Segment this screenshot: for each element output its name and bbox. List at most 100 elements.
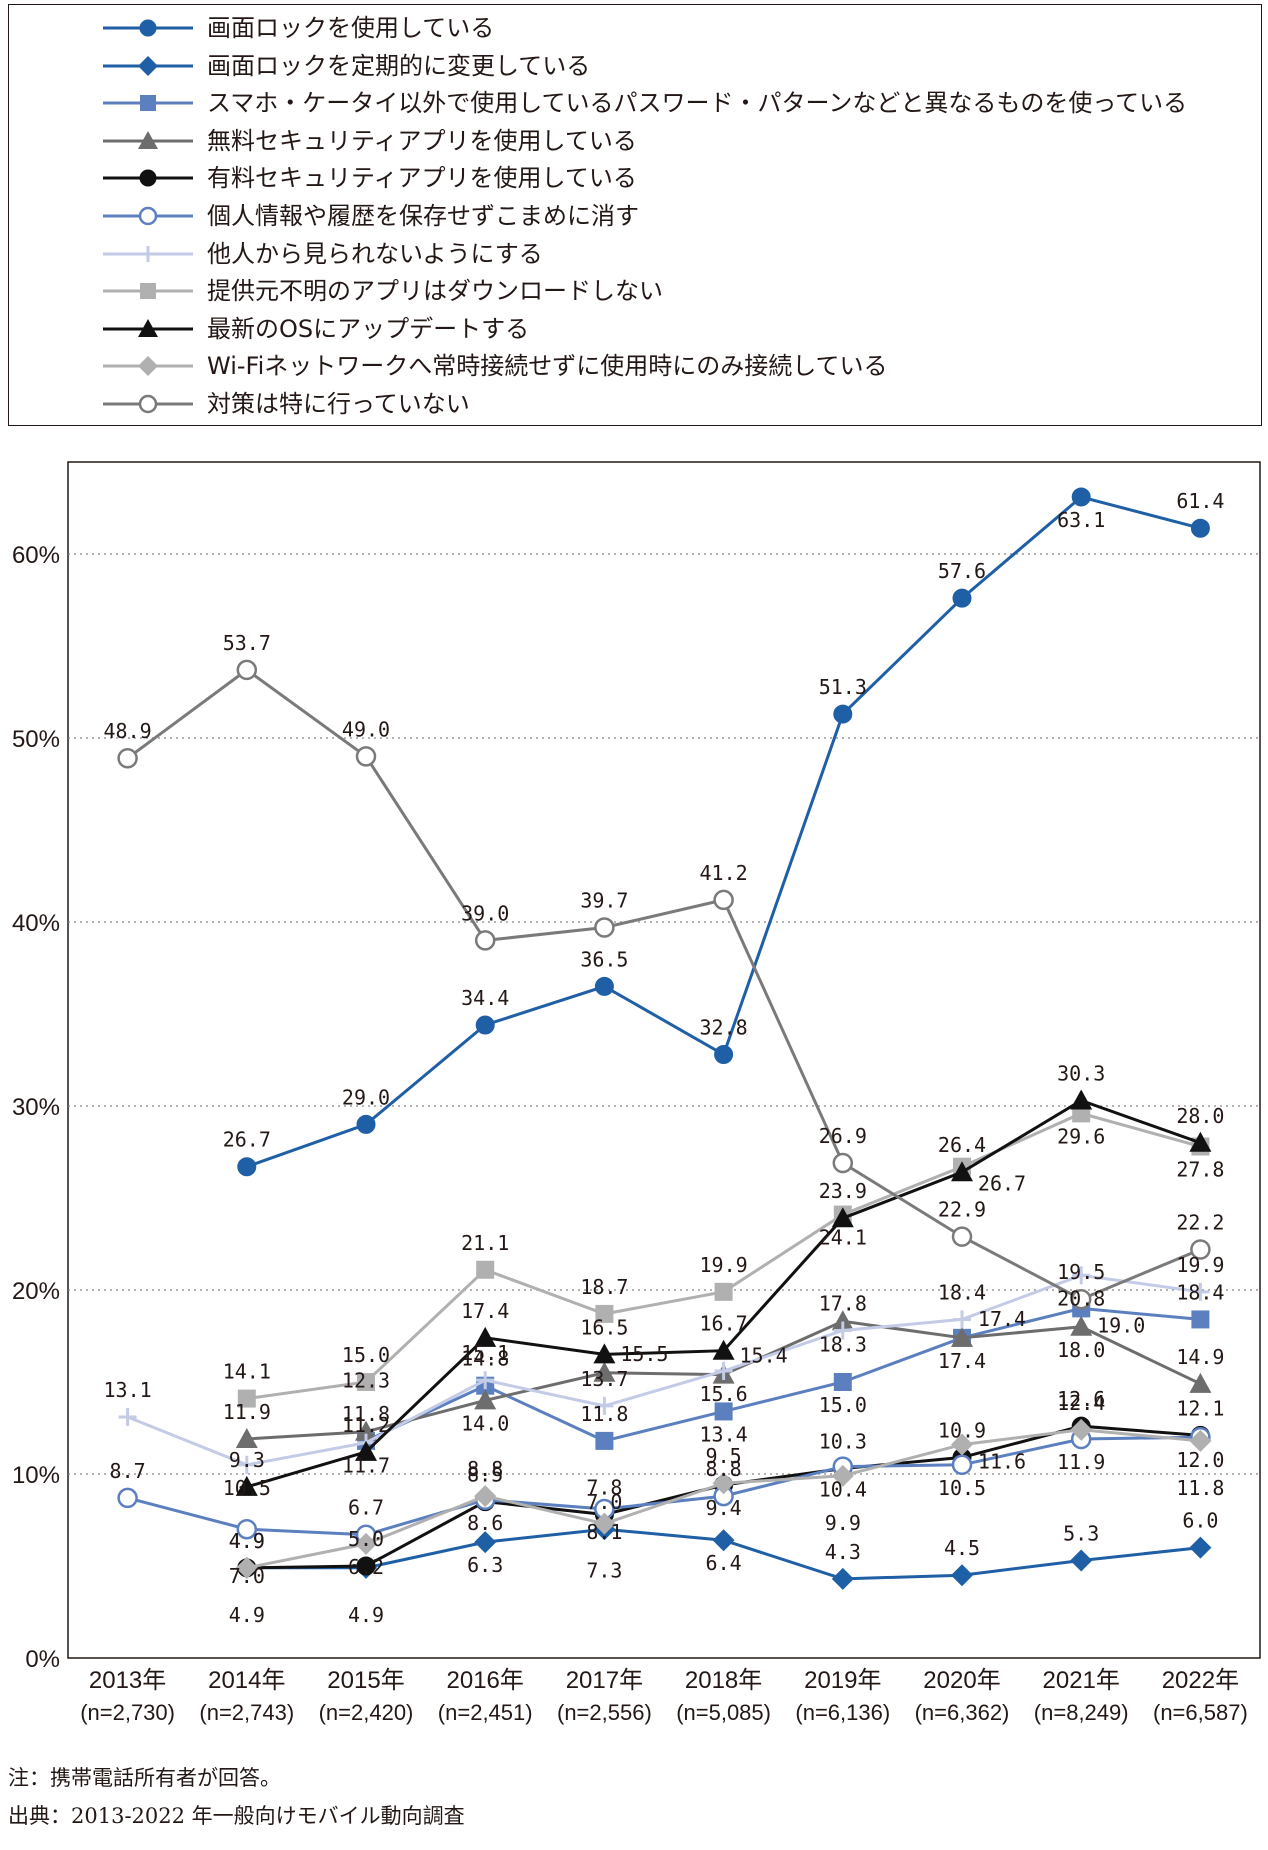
line-chart: 0% 10% 20% 30% 40% 50% 60% 2013年 (n=2,730) 2014年 (… — [12, 461, 1261, 1725]
data-label: 14.9 — [1176, 1345, 1224, 1369]
note-text: 注：携帯電話所有者が回答。 — [8, 1766, 281, 1790]
series-line — [127, 1435, 1201, 1537]
legend: 画面ロックを使用している 画面ロックを定期的に変更している スマホ・ケータイ以外で使… — [8, 4, 1262, 426]
series-group — [235, 1089, 1212, 1496]
data-point — [474, 1531, 497, 1554]
data-label: 6.4 — [706, 1551, 742, 1575]
data-label: 4.9 — [229, 1529, 265, 1553]
data-point — [714, 1361, 733, 1380]
data-point — [712, 1529, 735, 1552]
legend-marker — [139, 169, 157, 187]
data-label: 12.1 — [1176, 1396, 1224, 1420]
data-point — [235, 1428, 258, 1449]
data-point — [593, 1512, 616, 1535]
data-label: 26.7 — [223, 1128, 271, 1152]
data-label: 26.7 — [978, 1172, 1026, 1196]
data-point — [118, 1407, 137, 1426]
data-label: 19.9 — [1176, 1253, 1224, 1277]
data-label: 26.4 — [938, 1133, 986, 1157]
data-label: 23.9 — [819, 1179, 867, 1203]
series-group — [118, 1266, 1210, 1474]
data-label: 11.7 — [342, 1454, 390, 1478]
data-point — [1072, 1266, 1091, 1285]
data-point — [475, 1015, 495, 1035]
x-tick-n-label: (n=6,362) — [915, 1700, 1010, 1725]
data-label: 13.1 — [104, 1378, 152, 1402]
data-label: 29.6 — [1057, 1124, 1105, 1148]
data-label: 8.1 — [586, 1520, 622, 1544]
x-tick-label: 2014年 — [208, 1667, 285, 1694]
data-label: 17.4 — [978, 1307, 1026, 1331]
series-line — [127, 1273, 1201, 1467]
plot-area — [67, 461, 1261, 1659]
data-label: 14.8 — [461, 1347, 509, 1371]
data-label: 8.7 — [110, 1459, 146, 1483]
legend-item: 提供元不明のアプリはダウンロードしない — [9, 272, 1249, 310]
legend-marker — [138, 55, 158, 76]
x-tick-label: 2020年 — [923, 1667, 1000, 1694]
data-label: 15.6 — [700, 1382, 748, 1406]
data-label: 14.0 — [461, 1411, 509, 1435]
legend-label: Wi-Fiネットワークへ常時接続せずに使用時にのみ接続している — [207, 352, 888, 381]
data-label: 7.0 — [586, 1490, 622, 1514]
data-label: 9.5 — [706, 1444, 742, 1468]
data-label: 8.6 — [467, 1511, 503, 1535]
data-label: 11.9 — [1057, 1450, 1105, 1474]
data-point — [593, 1343, 616, 1364]
data-point — [594, 917, 615, 938]
data-point — [951, 1433, 973, 1456]
data-point — [1070, 1288, 1092, 1310]
y-tick-label: 40% — [12, 910, 60, 937]
x-tick-n-label: (n=5,085) — [676, 1700, 771, 1725]
data-point — [236, 659, 258, 681]
legend-swatch — [103, 95, 193, 112]
data-label: 7.0 — [229, 1564, 265, 1588]
x-tick-label: 2017年 — [566, 1667, 643, 1694]
data-point — [952, 588, 972, 608]
legend-label: 個人情報や履歴を保存せずこまめに消す — [207, 202, 639, 230]
data-point — [474, 1389, 497, 1410]
data-point — [951, 1226, 973, 1247]
legend-item: 対策は特に行っていない — [9, 385, 1249, 423]
data-label: 8.8 — [706, 1457, 742, 1481]
data-label: 17.8 — [819, 1291, 867, 1315]
legend-item: 個人情報や履歴を保存せずこまめに消す — [9, 197, 1249, 235]
data-label: 14.1 — [223, 1360, 271, 1384]
data-point — [595, 1304, 614, 1323]
data-point — [1190, 1239, 1211, 1260]
data-point — [951, 1161, 973, 1182]
data-point — [355, 1532, 377, 1555]
data-point — [356, 1114, 376, 1134]
data-point — [1071, 487, 1091, 507]
data-point — [237, 1157, 257, 1177]
legend-item: 画面ロックを定期的に変更している — [9, 47, 1249, 85]
data-label: 18.7 — [580, 1275, 628, 1299]
legend-marker — [140, 283, 156, 300]
data-point — [117, 1487, 138, 1509]
data-point — [355, 1440, 377, 1461]
legend-label: 画面ロックを使用している — [207, 14, 495, 42]
data-point — [594, 976, 614, 996]
legend-item: 有料セキュリティアプリを使用している — [9, 159, 1249, 197]
legend-marker — [140, 245, 156, 262]
y-tick-label: 30% — [12, 1094, 60, 1121]
data-point — [355, 1420, 377, 1441]
data-label: 19.0 — [1097, 1313, 1145, 1337]
data-point — [1189, 1429, 1212, 1452]
data-label: 22.9 — [938, 1198, 986, 1222]
x-tick-n-label: (n=2,556) — [557, 1700, 652, 1725]
x-tick-label: 2022年 — [1162, 1667, 1239, 1694]
data-label: 10.3 — [819, 1429, 867, 1453]
legend-marker — [138, 356, 158, 377]
data-label: 13.7 — [580, 1367, 628, 1391]
data-point — [833, 1373, 852, 1391]
source-text: 出典：2013-2022 年一般向けモバイル動向調査 — [8, 1804, 465, 1828]
data-label: 51.3 — [819, 675, 867, 699]
data-label: 12.0 — [1176, 1448, 1224, 1472]
data-label: 6.3 — [467, 1553, 503, 1577]
data-point — [474, 1485, 497, 1508]
data-point — [833, 704, 853, 724]
data-point — [355, 746, 377, 767]
data-label: 15.4 — [740, 1344, 788, 1368]
data-label: 10.5 — [223, 1476, 271, 1500]
